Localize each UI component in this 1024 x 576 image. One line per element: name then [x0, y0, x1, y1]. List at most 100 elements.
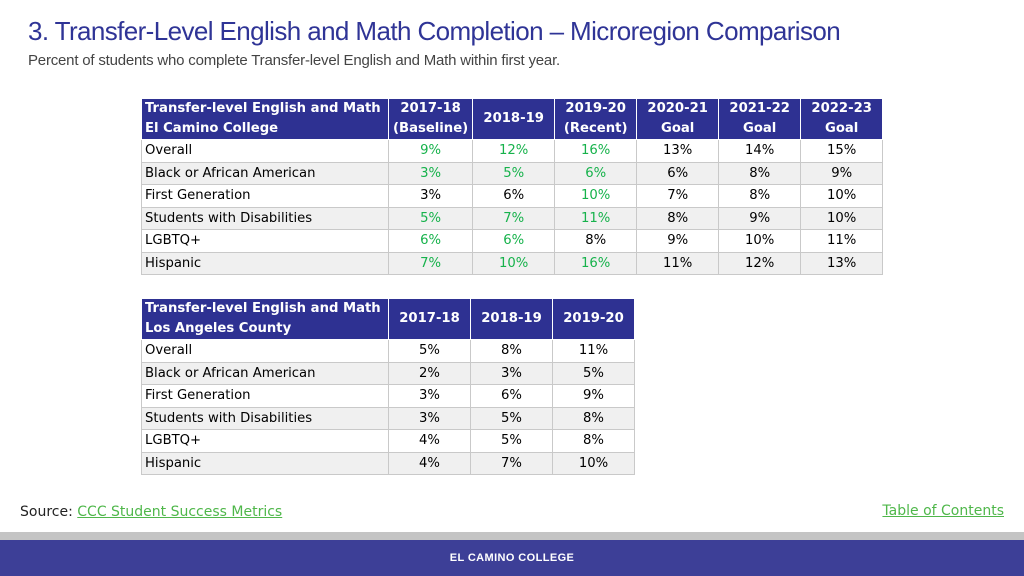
- table-row: Black or African American 3% 5% 6% 6% 8% 9%: [141, 161, 884, 185]
- column-header: 2021-22 Goal: [718, 98, 802, 140]
- column-header: 2018-19: [472, 98, 556, 140]
- table-row: LGBTQ+ 6% 6% 8% 9% 10% 11%: [141, 229, 884, 253]
- page-subtitle: Percent of students who complete Transfe…: [28, 52, 560, 69]
- table-of-contents-link[interactable]: Table of Contents: [882, 503, 1004, 519]
- row-label: Hispanic: [141, 251, 389, 275]
- el-camino-table: Transfer-level English and Math El Camin…: [141, 98, 884, 275]
- table-cell: 9%: [800, 161, 884, 185]
- la-county-table: Transfer-level English and Math Los Ange…: [141, 298, 635, 475]
- table-cell: 6%: [472, 184, 556, 208]
- table-cell: 10%: [800, 206, 884, 230]
- table-cell: 4%: [388, 451, 471, 475]
- table-cell: 8%: [636, 206, 720, 230]
- table-cell: 7%: [387, 251, 474, 275]
- column-header: 2020-21 Goal: [636, 98, 720, 140]
- table-row: First Generation 3% 6% 10% 7% 8% 10%: [141, 184, 884, 208]
- table-cell: 16%: [554, 251, 638, 275]
- table-cell: 3%: [387, 184, 474, 208]
- table-cell: 7%: [636, 184, 720, 208]
- table-cell: 11%: [800, 229, 884, 253]
- column-header: 2018-19: [470, 298, 553, 340]
- row-label: Overall: [141, 339, 389, 363]
- table-cell: 8%: [470, 339, 553, 363]
- table-cell: 11%: [636, 251, 720, 275]
- table-row: Students with Disabilities 5% 7% 11% 8% 9% 10%: [141, 206, 884, 230]
- table-cell: 8%: [718, 161, 802, 185]
- column-header: 2022-23 Goal: [800, 98, 884, 140]
- source-link[interactable]: CCC Student Success Metrics: [77, 504, 283, 520]
- table-cell: 10%: [472, 251, 556, 275]
- table-cell: 5%: [470, 429, 553, 453]
- table-cell: 6%: [387, 229, 474, 253]
- table-cell: 15%: [800, 139, 884, 163]
- table-cell: 12%: [718, 251, 802, 275]
- row-label: Students with Disabilities: [141, 406, 389, 430]
- table-header-row: Transfer-level English and Math El Camin…: [141, 98, 884, 140]
- table-cell: 9%: [552, 384, 635, 408]
- column-header: 2019-20 (Recent): [554, 98, 638, 140]
- table-row: LGBTQ+ 4% 5% 8%: [141, 429, 635, 453]
- table-cell: 14%: [718, 139, 802, 163]
- table-cell: 7%: [472, 206, 556, 230]
- table-cell: 6%: [472, 229, 556, 253]
- table-cell: 5%: [472, 161, 556, 185]
- table-header-label: Transfer-level English and Math El Camin…: [141, 98, 389, 140]
- table-cell: 6%: [470, 384, 553, 408]
- table-cell: 9%: [387, 139, 474, 163]
- table-cell: 3%: [470, 361, 553, 385]
- row-label: Hispanic: [141, 451, 389, 475]
- table-cell: 10%: [800, 184, 884, 208]
- table-cell: 11%: [552, 339, 635, 363]
- table-cell: 3%: [388, 406, 471, 430]
- table-cell: 5%: [387, 206, 474, 230]
- table-header-row: Transfer-level English and Math Los Ange…: [141, 298, 635, 340]
- table-cell: 5%: [552, 361, 635, 385]
- row-label: Black or African American: [141, 361, 389, 385]
- table-cell: 8%: [554, 229, 638, 253]
- row-label: First Generation: [141, 184, 389, 208]
- table-row: Hispanic 4% 7% 10%: [141, 451, 635, 475]
- source-label: Source:: [20, 504, 73, 520]
- table-cell: 12%: [472, 139, 556, 163]
- table-cell: 5%: [470, 406, 553, 430]
- table-cell: 10%: [554, 184, 638, 208]
- row-label: LGBTQ+: [141, 229, 389, 253]
- row-label: LGBTQ+: [141, 429, 389, 453]
- footer-college-name: EL CAMINO COLLEGE: [449, 552, 575, 564]
- table-cell: 3%: [388, 384, 471, 408]
- table-cell: 13%: [636, 139, 720, 163]
- table-row: Overall 5% 8% 11%: [141, 339, 635, 363]
- row-label: Black or African American: [141, 161, 389, 185]
- source-note: Source: CCC Student Success Metrics: [20, 504, 282, 520]
- table-cell: 9%: [636, 229, 720, 253]
- footer-divider: [0, 532, 1024, 540]
- table-row: Hispanic 7% 10% 16% 11% 12% 13%: [141, 251, 884, 275]
- table-row: Black or African American 2% 3% 5%: [141, 361, 635, 385]
- column-header: 2017-18 (Baseline): [387, 98, 474, 140]
- page-title: 3. Transfer-Level English and Math Compl…: [28, 16, 841, 46]
- column-header: 2017-18: [388, 298, 471, 340]
- table-cell: 13%: [800, 251, 884, 275]
- table-cell: 5%: [388, 339, 471, 363]
- table-cell: 8%: [552, 406, 635, 430]
- table-cell: 3%: [387, 161, 474, 185]
- column-header: 2019-20: [552, 298, 635, 340]
- table-cell: 10%: [552, 451, 635, 475]
- table-row: First Generation 3% 6% 9%: [141, 384, 635, 408]
- table-cell: 6%: [636, 161, 720, 185]
- table-row: Students with Disabilities 3% 5% 8%: [141, 406, 635, 430]
- table-header-label: Transfer-level English and Math Los Ange…: [141, 298, 389, 340]
- table-cell: 7%: [470, 451, 553, 475]
- row-label: Overall: [141, 139, 389, 163]
- table-cell: 9%: [718, 206, 802, 230]
- table-cell: 10%: [718, 229, 802, 253]
- footer-bar: EL CAMINO COLLEGE: [0, 540, 1024, 576]
- table-cell: 8%: [552, 429, 635, 453]
- table-cell: 8%: [718, 184, 802, 208]
- table-cell: 6%: [554, 161, 638, 185]
- table-cell: 16%: [554, 139, 638, 163]
- row-label: Students with Disabilities: [141, 206, 389, 230]
- table-cell: 11%: [554, 206, 638, 230]
- row-label: First Generation: [141, 384, 389, 408]
- table-row: Overall 9% 12% 16% 13% 14% 15%: [141, 139, 884, 163]
